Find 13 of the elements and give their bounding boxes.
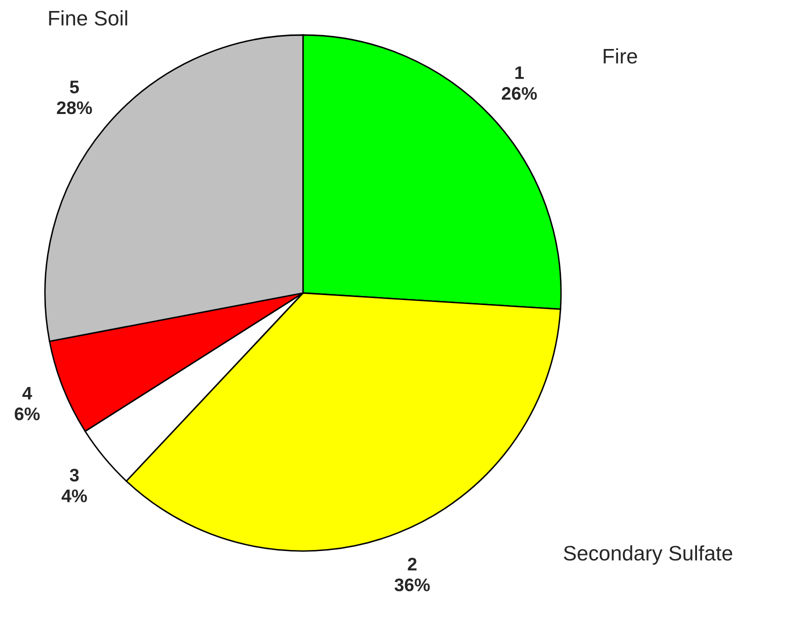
slice-label: 5 — [70, 80, 79, 94]
slice-label: 4 — [22, 386, 32, 400]
slice-label: 1 — [515, 66, 524, 79]
data-label: 28% — [56, 101, 92, 114]
data-label: 26% — [502, 87, 537, 100]
text: Secondary Sulfate — [564, 545, 732, 565]
slice-label: 2 — [408, 558, 417, 570]
data-label: 4% — [62, 490, 87, 502]
slice-label: 3 — [70, 468, 79, 482]
text: Fine Soil — [49, 10, 128, 26]
text: Fire — [604, 48, 638, 64]
data-label: 36% — [394, 578, 430, 592]
data-label: 6% — [14, 408, 40, 420]
